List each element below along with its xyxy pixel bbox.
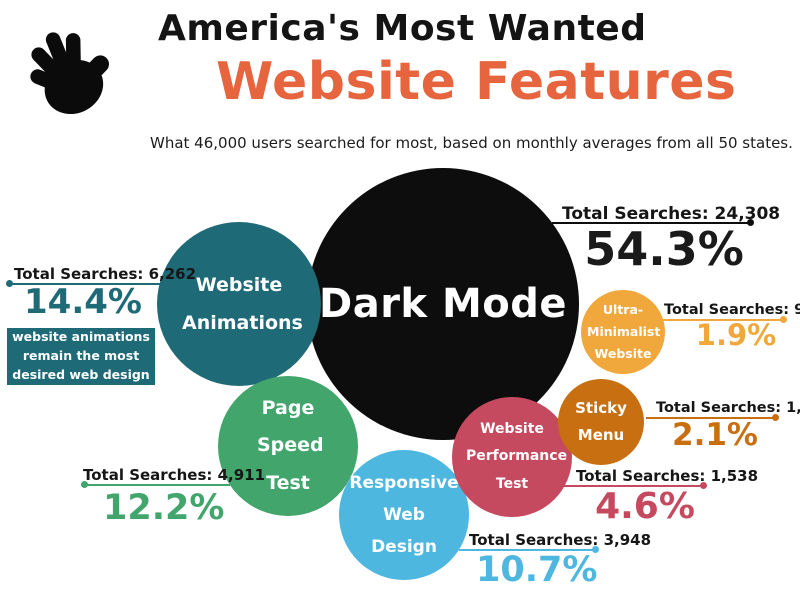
- bubble-label: Page Speed Test: [257, 397, 324, 494]
- total-searches-sticky-menu: Total Searches: 1,103: [656, 400, 800, 416]
- hand-icon: [12, 6, 138, 132]
- bubble-label: Website Animations: [182, 274, 303, 334]
- bubble-label: Dark Mode: [319, 281, 567, 327]
- bubble-sticky-menu: Sticky Menu: [558, 379, 644, 465]
- callout-line-website-performance-test: [564, 482, 707, 489]
- bubble-page-speed-test: Page Speed Test: [218, 376, 358, 516]
- bubble-website-performance-test: Website Performance Test: [452, 397, 572, 517]
- percent-website-animations: 14.4%: [24, 282, 142, 322]
- callout-line-page-speed-test: [81, 481, 230, 488]
- bubble-responsive-web-design: Responsive Web Design: [339, 450, 469, 580]
- callout-line-sticky-menu: [646, 414, 779, 421]
- bubble-label: Responsive Web Design: [349, 472, 459, 558]
- percent-page-speed-test: 12.2%: [103, 488, 225, 528]
- total-searches-website-performance-test: Total Searches: 1,538: [576, 467, 759, 485]
- callout-line-website-animations: [6, 280, 160, 287]
- bubble-ultra-minimalist-website: Ultra-Minimalist Website: [581, 290, 665, 374]
- page-title: America's Most Wanted: [158, 8, 647, 49]
- percent-website-performance-test: 4.6%: [595, 486, 695, 527]
- percent-ultra-minimalist: 1.9%: [695, 318, 777, 352]
- bubble-label: Website Performance Test: [466, 421, 568, 492]
- total-searches-website-animations: Total Searches: 6,262: [14, 265, 197, 283]
- total-searches-dark-mode: Total Searches: 24,308: [562, 204, 781, 224]
- callout-line-dark-mode: [552, 219, 754, 226]
- callout-line-ultra-minimalist: [661, 316, 787, 323]
- bubble-label: Ultra-Minimalist Website: [587, 302, 661, 361]
- bubble-dark-mode: Dark Mode: [307, 168, 579, 440]
- page-title-accent: Website Features: [216, 52, 737, 112]
- bubble-website-animations: Website Animations: [157, 222, 321, 386]
- page-subtitle: What 46,000 users searched for most, bas…: [150, 134, 793, 152]
- total-searches-page-speed-test: Total Searches: 4,911: [83, 466, 266, 484]
- total-searches-ultra-minimalist: Total Searches: 963: [664, 302, 800, 318]
- percent-sticky-menu: 2.1%: [672, 417, 758, 453]
- bubble-label: Sticky Menu: [575, 399, 627, 444]
- website-animations-note: Afer dark mode, website animations remai…: [7, 311, 155, 401]
- percent-responsive-web-design: 10.7%: [476, 550, 598, 590]
- callout-line-responsive-web-design: [459, 546, 599, 553]
- percent-dark-mode: 54.3%: [584, 222, 744, 276]
- total-searches-responsive-web-design: Total Searches: 3,948: [469, 531, 652, 549]
